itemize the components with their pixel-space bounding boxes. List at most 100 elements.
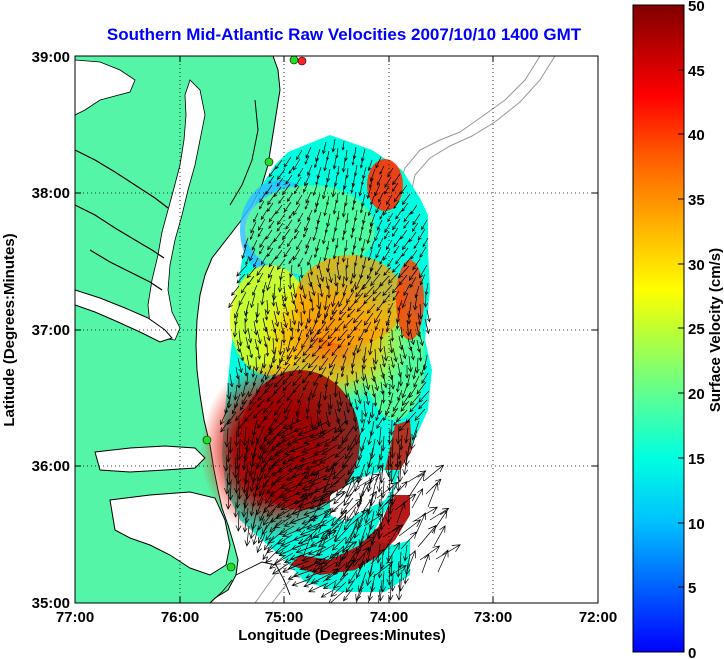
velocity-arrow (323, 435, 340, 447)
velocity-arrow (401, 292, 409, 309)
velocity-arrow (235, 408, 246, 422)
velocity-arrow (235, 492, 240, 509)
velocity-arrow (344, 266, 349, 282)
velocity-arrow (351, 200, 355, 211)
velocity-arrow (337, 548, 348, 568)
velocity-arrow (429, 507, 450, 521)
velocity-arrow (264, 364, 273, 381)
velocity-arrow (410, 249, 418, 260)
coastline-detail (209, 561, 291, 603)
velocity-arrow (341, 140, 345, 151)
velocity-arrow (365, 564, 373, 587)
velocity-arrow (351, 218, 356, 233)
velocity-arrow (369, 465, 375, 484)
velocity-arrow (254, 338, 259, 351)
velocity-arrow (387, 167, 394, 178)
velocity-arrow (341, 248, 346, 263)
velocity-arrow (388, 365, 394, 381)
velocity-arrow (244, 237, 249, 249)
velocity-arrow (376, 481, 399, 499)
velocity-arrow (249, 392, 259, 405)
velocity-arrow (382, 203, 391, 216)
velocity-arrow (327, 286, 331, 299)
velocity-arrow (291, 506, 312, 515)
velocity-arrow (315, 220, 320, 231)
station-marker (202, 435, 212, 445)
chincoteague-bay (229, 99, 259, 206)
velocity-arrow (265, 326, 271, 342)
x-tick-label: 77:00 (56, 609, 94, 626)
velocity-arrow (396, 380, 400, 393)
velocity-arrow (334, 174, 338, 187)
velocity-arrow (282, 381, 292, 392)
colorbar-tick-label: 40 (688, 127, 705, 144)
velocity-arrow (276, 462, 294, 473)
velocity-arrow (376, 471, 383, 493)
velocity-arrow (322, 579, 338, 590)
velocity-arrow (287, 273, 293, 290)
velocity-arrow (405, 411, 417, 424)
velocity-arrow (373, 309, 383, 324)
velocity-arrow (275, 204, 283, 215)
velocity-arrow (378, 494, 395, 512)
velocity-arrow (338, 311, 347, 321)
velocity-arrow (420, 363, 426, 377)
velocity-arrow (344, 443, 356, 460)
velocity-arrow (417, 524, 437, 548)
velocity-arrow (292, 203, 301, 216)
velocity-arrow (342, 317, 354, 329)
station-marker (264, 157, 274, 167)
velocity-arrow (352, 310, 365, 324)
velocity-arrow (382, 293, 391, 304)
velocity-arrow (259, 434, 268, 451)
velocity-arrow (315, 438, 331, 446)
pamlico-sound (109, 491, 231, 576)
velocity-arrow (253, 482, 259, 499)
velocity-arrow (353, 517, 364, 539)
velocity-arrow (326, 258, 331, 273)
velocity-arrow (313, 373, 321, 387)
velocity-arrow (376, 219, 383, 231)
velocity-arrow (334, 219, 338, 232)
velocity-arrow (267, 238, 276, 251)
velocity-arrow (263, 335, 268, 348)
velocity-arrow (375, 246, 382, 259)
velocity-arrow (249, 500, 255, 517)
velocity-arrow (262, 436, 277, 455)
velocity-arrow (315, 175, 320, 186)
velocity-arrow (291, 309, 297, 326)
velocity-arrow (318, 357, 329, 371)
velocity-arrow (256, 398, 266, 408)
velocity-arrow (369, 402, 375, 419)
velocity-arrow (422, 237, 429, 248)
velocity-arrow (253, 257, 259, 268)
velocity-arrow (333, 514, 347, 542)
velocity-arrow (301, 371, 312, 384)
velocity-arrow (395, 425, 402, 445)
velocity-arrow (423, 464, 444, 482)
velocity-arrow (366, 231, 372, 245)
velocity-arrow (263, 499, 273, 514)
velocity-arrow (239, 348, 245, 362)
velocity-arrow (297, 392, 304, 404)
velocity-arrow (305, 326, 312, 338)
velocity-arrow (377, 399, 383, 416)
velocity-arrow (246, 354, 252, 371)
colorbar-tick-label: 25 (688, 321, 705, 338)
velocity-arrow (332, 455, 345, 467)
velocity-arrow (348, 569, 358, 585)
velocity-arrow (247, 275, 255, 286)
velocity-arrow (372, 561, 394, 578)
velocity-arrow (401, 247, 409, 257)
velocity-arrow (361, 490, 377, 514)
velocity-arrow (320, 552, 340, 570)
velocity-arrow (409, 429, 418, 450)
coverage-red-se (385, 420, 412, 470)
velocity-arrow (422, 354, 428, 371)
velocity-arrow (377, 426, 383, 446)
velocity-arrow (294, 176, 302, 189)
velocity-arrow (292, 158, 301, 171)
velocity-arrow (310, 281, 316, 297)
velocity-arrow (382, 524, 404, 538)
velocity-arrow (384, 221, 392, 233)
